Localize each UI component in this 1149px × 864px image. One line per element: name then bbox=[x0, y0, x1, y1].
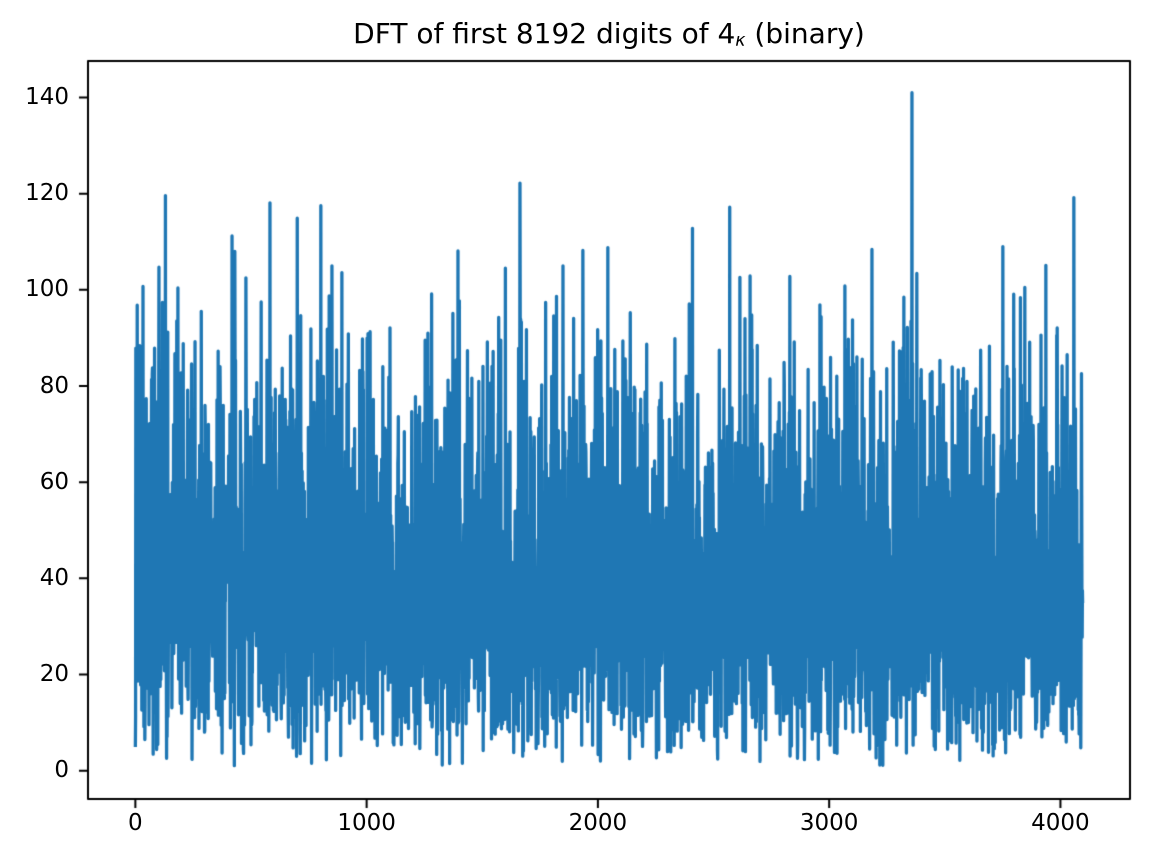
y-tick-label: 100 bbox=[25, 276, 69, 303]
chart-title-prefix: DFT of first 8192 digits of 4 bbox=[353, 17, 736, 50]
y-tick-label: 120 bbox=[25, 180, 69, 207]
chart-title-suffix: (binary) bbox=[745, 17, 865, 50]
x-tick-label: 3000 bbox=[799, 810, 859, 836]
chart-title: DFT of first 8192 digits of 4κ (binary) bbox=[88, 17, 1130, 52]
x-tick-label: 1000 bbox=[337, 810, 396, 836]
y-tick-label: 20 bbox=[39, 660, 69, 687]
x-tick-label: 2000 bbox=[568, 810, 628, 836]
y-tick-label: 40 bbox=[39, 564, 69, 591]
y-tick-label: 0 bbox=[54, 757, 69, 784]
y-tick-label: 80 bbox=[39, 372, 69, 399]
y-tick-label: 140 bbox=[25, 84, 69, 111]
y-tick-label: 60 bbox=[39, 468, 69, 495]
x-tick-label: 0 bbox=[128, 810, 143, 836]
x-tick-label: 4000 bbox=[1031, 810, 1090, 836]
chart-title-subscript: κ bbox=[735, 31, 746, 52]
